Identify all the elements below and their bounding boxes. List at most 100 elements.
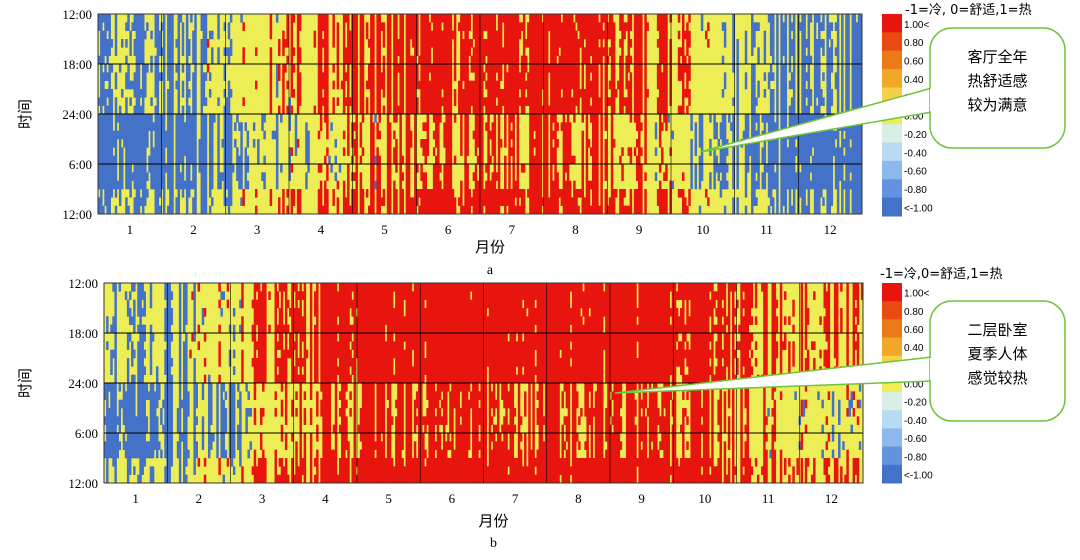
heatmap-cell <box>324 22 327 31</box>
heatmap-cell <box>623 97 626 106</box>
heatmap-cell <box>98 114 101 123</box>
heatmap-cell <box>162 189 166 198</box>
heatmap-cell <box>372 55 375 65</box>
heatmap-cell <box>464 22 467 31</box>
heatmap-cell <box>355 114 358 123</box>
heatmap-cell <box>447 14 451 23</box>
heatmap-cell <box>181 22 185 31</box>
heatmap-cell <box>474 97 478 106</box>
heatmap-cell <box>445 39 448 48</box>
heatmap-cell <box>386 114 390 123</box>
heatmap-cell <box>803 172 806 181</box>
heatmap-cell <box>512 30 515 40</box>
heatmap-cell <box>424 22 428 31</box>
heatmap-cell <box>786 180 790 190</box>
heatmap-cell <box>795 172 798 181</box>
heatmap-cell <box>654 122 658 131</box>
heatmap-cell <box>855 55 859 65</box>
heatmap-cell <box>137 114 141 123</box>
heatmap-cell <box>131 172 134 181</box>
heatmap-cell <box>110 399 113 409</box>
heatmap-cell <box>755 180 758 190</box>
heatmap-cell <box>836 55 840 65</box>
heatmap-cell <box>435 14 438 23</box>
heatmap-cell <box>627 80 631 90</box>
heatmap-cell <box>625 105 628 115</box>
heatmap-cell <box>713 180 716 190</box>
heatmap-cell <box>545 180 549 190</box>
heatmap-cell <box>504 105 507 115</box>
heatmap-cell <box>288 105 291 115</box>
heatmap-cell <box>137 105 141 115</box>
heatmap-cell <box>378 205 381 215</box>
heatmap-cell <box>414 197 417 206</box>
heatmap-cell <box>644 114 647 123</box>
heatmap-cell <box>347 122 350 131</box>
heatmap-cell <box>818 105 821 115</box>
heatmap-cell <box>575 39 578 48</box>
heatmap-cell <box>577 64 580 73</box>
heatmap-cell <box>211 172 214 181</box>
heatmap-cell <box>621 189 624 198</box>
heatmap-cell <box>550 197 553 206</box>
heatmap-cell <box>435 122 438 131</box>
heatmap-cell <box>784 197 788 206</box>
heatmap-cell <box>458 22 461 31</box>
heatmap-cell <box>849 180 852 190</box>
heatmap-cell <box>338 164 342 173</box>
heatmap-cell <box>393 80 396 90</box>
heatmap-cell <box>753 105 756 115</box>
heatmap-cell <box>435 39 438 48</box>
heatmap-cell <box>169 72 172 81</box>
heatmap-cell <box>604 172 608 181</box>
heatmap-cell <box>474 80 478 90</box>
heatmap-cell <box>370 80 373 90</box>
heatmap-cell <box>644 139 647 148</box>
heatmap-cell <box>801 89 804 98</box>
heatmap-cell <box>566 164 570 173</box>
heatmap-cell <box>776 22 779 31</box>
heatmap-cell <box>830 55 834 65</box>
heatmap-cell <box>146 130 149 140</box>
heatmap-cell <box>123 139 126 148</box>
heatmap-cell <box>834 164 838 173</box>
heatmap-cell <box>460 89 463 98</box>
heatmap-cell <box>688 14 691 23</box>
heatmap-cell <box>568 130 572 140</box>
heatmap-cell <box>435 64 438 73</box>
heatmap-cell <box>828 197 831 206</box>
heatmap-cell <box>633 55 637 65</box>
heatmap-cell <box>809 97 813 106</box>
heatmap-cell <box>453 72 457 81</box>
heatmap-cell <box>805 130 808 140</box>
heatmap-cell <box>543 147 547 156</box>
heatmap-cell <box>763 72 767 81</box>
heatmap-cell <box>658 205 662 215</box>
heatmap-cell <box>112 416 115 425</box>
x-tick-label: 11 <box>760 222 773 237</box>
heatmap-cell <box>847 72 850 81</box>
heatmap-cell <box>217 114 220 123</box>
heatmap-cell <box>518 30 522 40</box>
heatmap-cell <box>623 22 626 31</box>
heatmap-cell <box>399 55 402 65</box>
heatmap-cell <box>313 30 317 40</box>
heatmap-cell <box>273 130 277 140</box>
heatmap-cell <box>596 180 599 190</box>
heatmap-cell <box>169 64 172 73</box>
heatmap-cell <box>462 64 465 73</box>
heatmap-cell <box>813 189 817 198</box>
heatmap-cell <box>227 22 231 31</box>
heatmap-cell <box>443 97 446 106</box>
heatmap-cell <box>286 105 289 115</box>
heatmap-cell <box>836 172 840 181</box>
heatmap-cell <box>560 80 564 90</box>
heatmap-cell <box>223 72 227 81</box>
heatmap-cell <box>755 147 758 156</box>
heatmap-cell <box>525 97 528 106</box>
heatmap-cell <box>139 155 143 165</box>
heatmap-cell <box>353 105 356 115</box>
heatmap-cell <box>399 164 402 173</box>
heatmap-cell <box>466 47 469 56</box>
heatmap-cell <box>131 441 134 450</box>
